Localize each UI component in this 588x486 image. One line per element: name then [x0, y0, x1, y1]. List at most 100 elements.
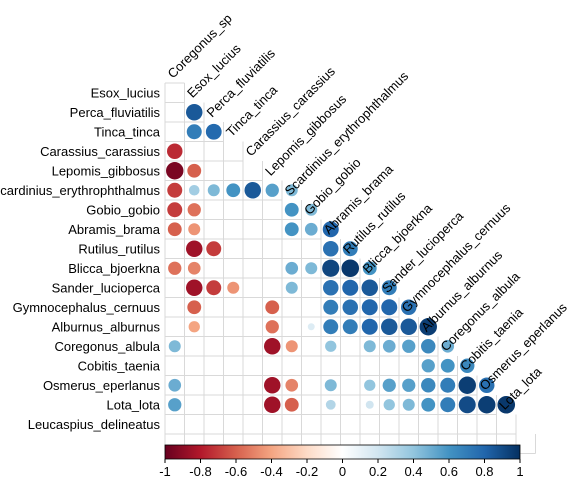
correlation-circle: [440, 397, 456, 413]
correlation-circle: [168, 261, 182, 275]
correlation-circles: [166, 104, 516, 414]
correlation-circle: [402, 378, 416, 392]
correlation-circle: [382, 378, 396, 392]
correlation-circle: [361, 279, 378, 296]
correlation-circle: [206, 241, 222, 257]
correlation-circle: [322, 259, 340, 277]
correlation-circle: [342, 319, 358, 335]
correlation-circle: [167, 143, 183, 159]
correlation-circle: [362, 261, 377, 276]
row-label: Lepomis_gibbosus: [52, 163, 161, 178]
correlation-circle: [167, 222, 182, 237]
correlation-circle: [440, 358, 455, 373]
row-label: Blicca_bjoerkna: [68, 261, 161, 276]
column-label: Blicca_bjoerkna: [360, 200, 436, 276]
colorbar-tick-label: -0.2: [296, 464, 318, 479]
correlation-circle: [264, 338, 281, 355]
correlation-circle: [341, 259, 360, 278]
colorbar-gradient: [164, 444, 521, 460]
correlation-circle: [265, 183, 279, 197]
column-labels: Coregonus_spEsox_luciusPerca_fluviatilis…: [165, 11, 571, 413]
correlation-circle: [187, 300, 202, 315]
correlation-circle: [305, 262, 318, 275]
colorbar-tick-label: 0.4: [404, 464, 422, 479]
colorbar-tick-label: 1: [516, 464, 523, 479]
row-label: Gymnocephalus_cernuus: [13, 300, 161, 315]
correlation-circle: [264, 396, 281, 413]
correlation-circle: [440, 377, 456, 393]
row-label: Coregonus_albula: [54, 339, 160, 354]
correlation-circle: [419, 318, 437, 336]
colorbar-tick-label: -1: [159, 464, 171, 479]
correlation-circle: [460, 358, 475, 373]
correlation-circle: [323, 280, 339, 296]
correlation-circle: [323, 299, 339, 315]
row-labels: Esox_lucius Perca_fluviatilis Tinca_tinca C…: [0, 85, 161, 432]
colorbar-tick-label: -0.4: [260, 464, 282, 479]
correlation-circle: [342, 299, 358, 315]
correlation-circle: [265, 320, 279, 334]
correlation-circle: [188, 223, 201, 236]
correlation-circle: [186, 104, 203, 121]
correlation-circle: [264, 377, 281, 394]
correlation-circle: [186, 240, 203, 257]
correlation-circle: [285, 340, 298, 353]
colorbar: -1 -0.8 -0.6 -0.4 -0.2 0 0.2 0.4 0.6 0.8 1: [159, 444, 524, 479]
colorbar-tick-label: 0.8: [475, 464, 493, 479]
colorbar-tick-label: 0.6: [440, 464, 458, 479]
correlation-circle: [307, 323, 315, 331]
correlation-circle: [382, 339, 396, 353]
correlation-circle: [400, 318, 417, 335]
correlation-circle: [226, 183, 241, 198]
row-label: Alburnus_alburnus: [52, 319, 161, 334]
correlation-circle: [304, 222, 318, 236]
correlation-circle: [402, 339, 416, 353]
row-label: Perca_fluviatilis: [70, 105, 161, 120]
correlation-circle: [285, 281, 298, 294]
correlation-circle: [284, 222, 299, 237]
correlation-circle: [365, 400, 374, 409]
correlation-circle: [325, 399, 336, 410]
row-label: Sander_lucioperca: [52, 280, 161, 295]
correlation-circle: [421, 359, 435, 373]
row-label: Leucaspius_delineatus: [28, 417, 161, 432]
correlation-circle: [421, 397, 436, 412]
correlation-circle: [325, 340, 337, 352]
correlation-circle: [166, 162, 184, 180]
correlation-circle: [479, 377, 495, 393]
correlation-circle: [324, 379, 337, 392]
correlation-circle: [421, 339, 436, 354]
correlation-circle: [167, 182, 183, 198]
correlation-circle: [401, 299, 417, 315]
colorbar-tick-label: 0: [339, 464, 346, 479]
correlation-circle: [227, 281, 240, 294]
correlation-circle: [421, 378, 436, 393]
correlation-circle: [168, 340, 181, 353]
correlation-circle: [244, 182, 261, 199]
row-label: Cobitis_taenia: [78, 358, 161, 373]
correlation-circle: [383, 399, 395, 411]
correlation-circle: [168, 378, 182, 392]
correlation-circle: [342, 279, 359, 296]
correlation-circle: [402, 398, 415, 411]
correlation-circle: [458, 376, 476, 394]
correlation-circle: [205, 123, 222, 140]
correlation-circle: [441, 339, 455, 353]
colorbar-ticks: -1 -0.8 -0.6 -0.4 -0.2 0 0.2 0.4 0.6 0.8 1: [159, 459, 524, 479]
correlation-circle: [285, 184, 298, 197]
correlation-circle: [265, 300, 280, 315]
correlation-circle: [497, 395, 516, 414]
correlation-circle: [186, 124, 202, 140]
correlation-circle: [207, 184, 220, 197]
correlation-circle: [342, 241, 358, 257]
row-label: Scardinius_erythrophthalmus: [0, 183, 160, 198]
correlation-circle: [381, 280, 397, 296]
grid: [164, 82, 536, 454]
colorbar-tick-label: -0.6: [225, 464, 247, 479]
colorbar-tick-label: -0.8: [189, 464, 211, 479]
correlation-circle: [305, 203, 318, 216]
correlation-circle: [478, 396, 496, 414]
column-label: Abramis_brama: [321, 161, 397, 237]
correlation-circle: [285, 378, 299, 392]
row-label: Lota_lota: [107, 397, 161, 412]
